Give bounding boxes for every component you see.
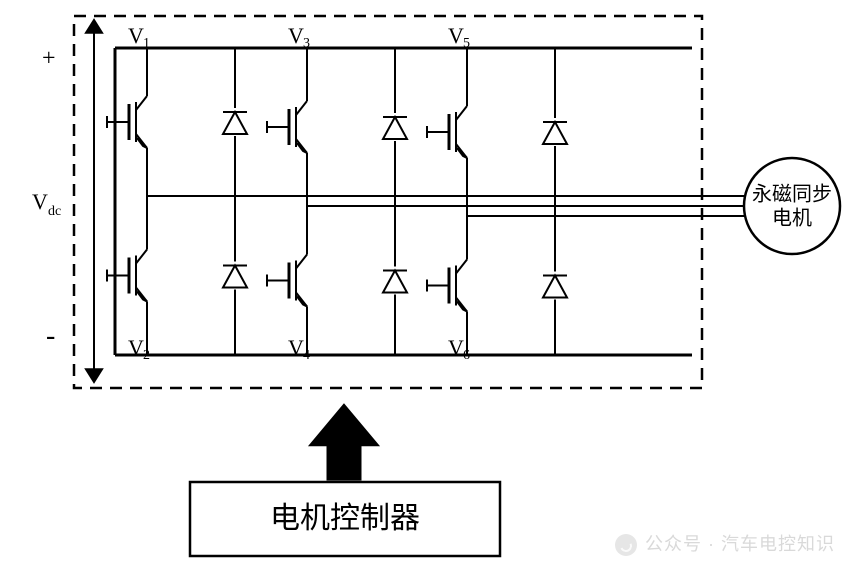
svg-text:5: 5 bbox=[463, 36, 470, 51]
svg-text:V: V bbox=[288, 23, 304, 48]
svg-text:3: 3 bbox=[303, 36, 310, 51]
watermark-text: 公众号 · 汽车电控知识 bbox=[645, 534, 835, 554]
watermark: 公众号 · 汽车电控知识 bbox=[615, 530, 835, 556]
svg-text:V: V bbox=[448, 335, 464, 360]
circuit-diagram: +-Vdc永磁同步电机V1V3V5V2V4V6电机控制器 bbox=[0, 0, 865, 574]
svg-text:2: 2 bbox=[143, 348, 150, 363]
svg-text:6: 6 bbox=[463, 348, 470, 363]
svg-text:电机控制器: 电机控制器 bbox=[270, 502, 420, 535]
svg-text:V: V bbox=[448, 23, 464, 48]
svg-text:V: V bbox=[128, 23, 144, 48]
svg-text:1: 1 bbox=[143, 36, 150, 51]
svg-text:-: - bbox=[46, 320, 55, 351]
svg-text:V: V bbox=[128, 335, 144, 360]
svg-text:dc: dc bbox=[48, 204, 61, 219]
svg-text:+: + bbox=[42, 46, 56, 72]
svg-text:V: V bbox=[288, 335, 304, 360]
svg-text:电机: 电机 bbox=[772, 207, 812, 230]
svg-text:4: 4 bbox=[303, 348, 310, 363]
svg-text:V: V bbox=[32, 189, 48, 214]
wechat-icon bbox=[615, 534, 637, 556]
svg-text:永磁同步: 永磁同步 bbox=[752, 183, 832, 206]
